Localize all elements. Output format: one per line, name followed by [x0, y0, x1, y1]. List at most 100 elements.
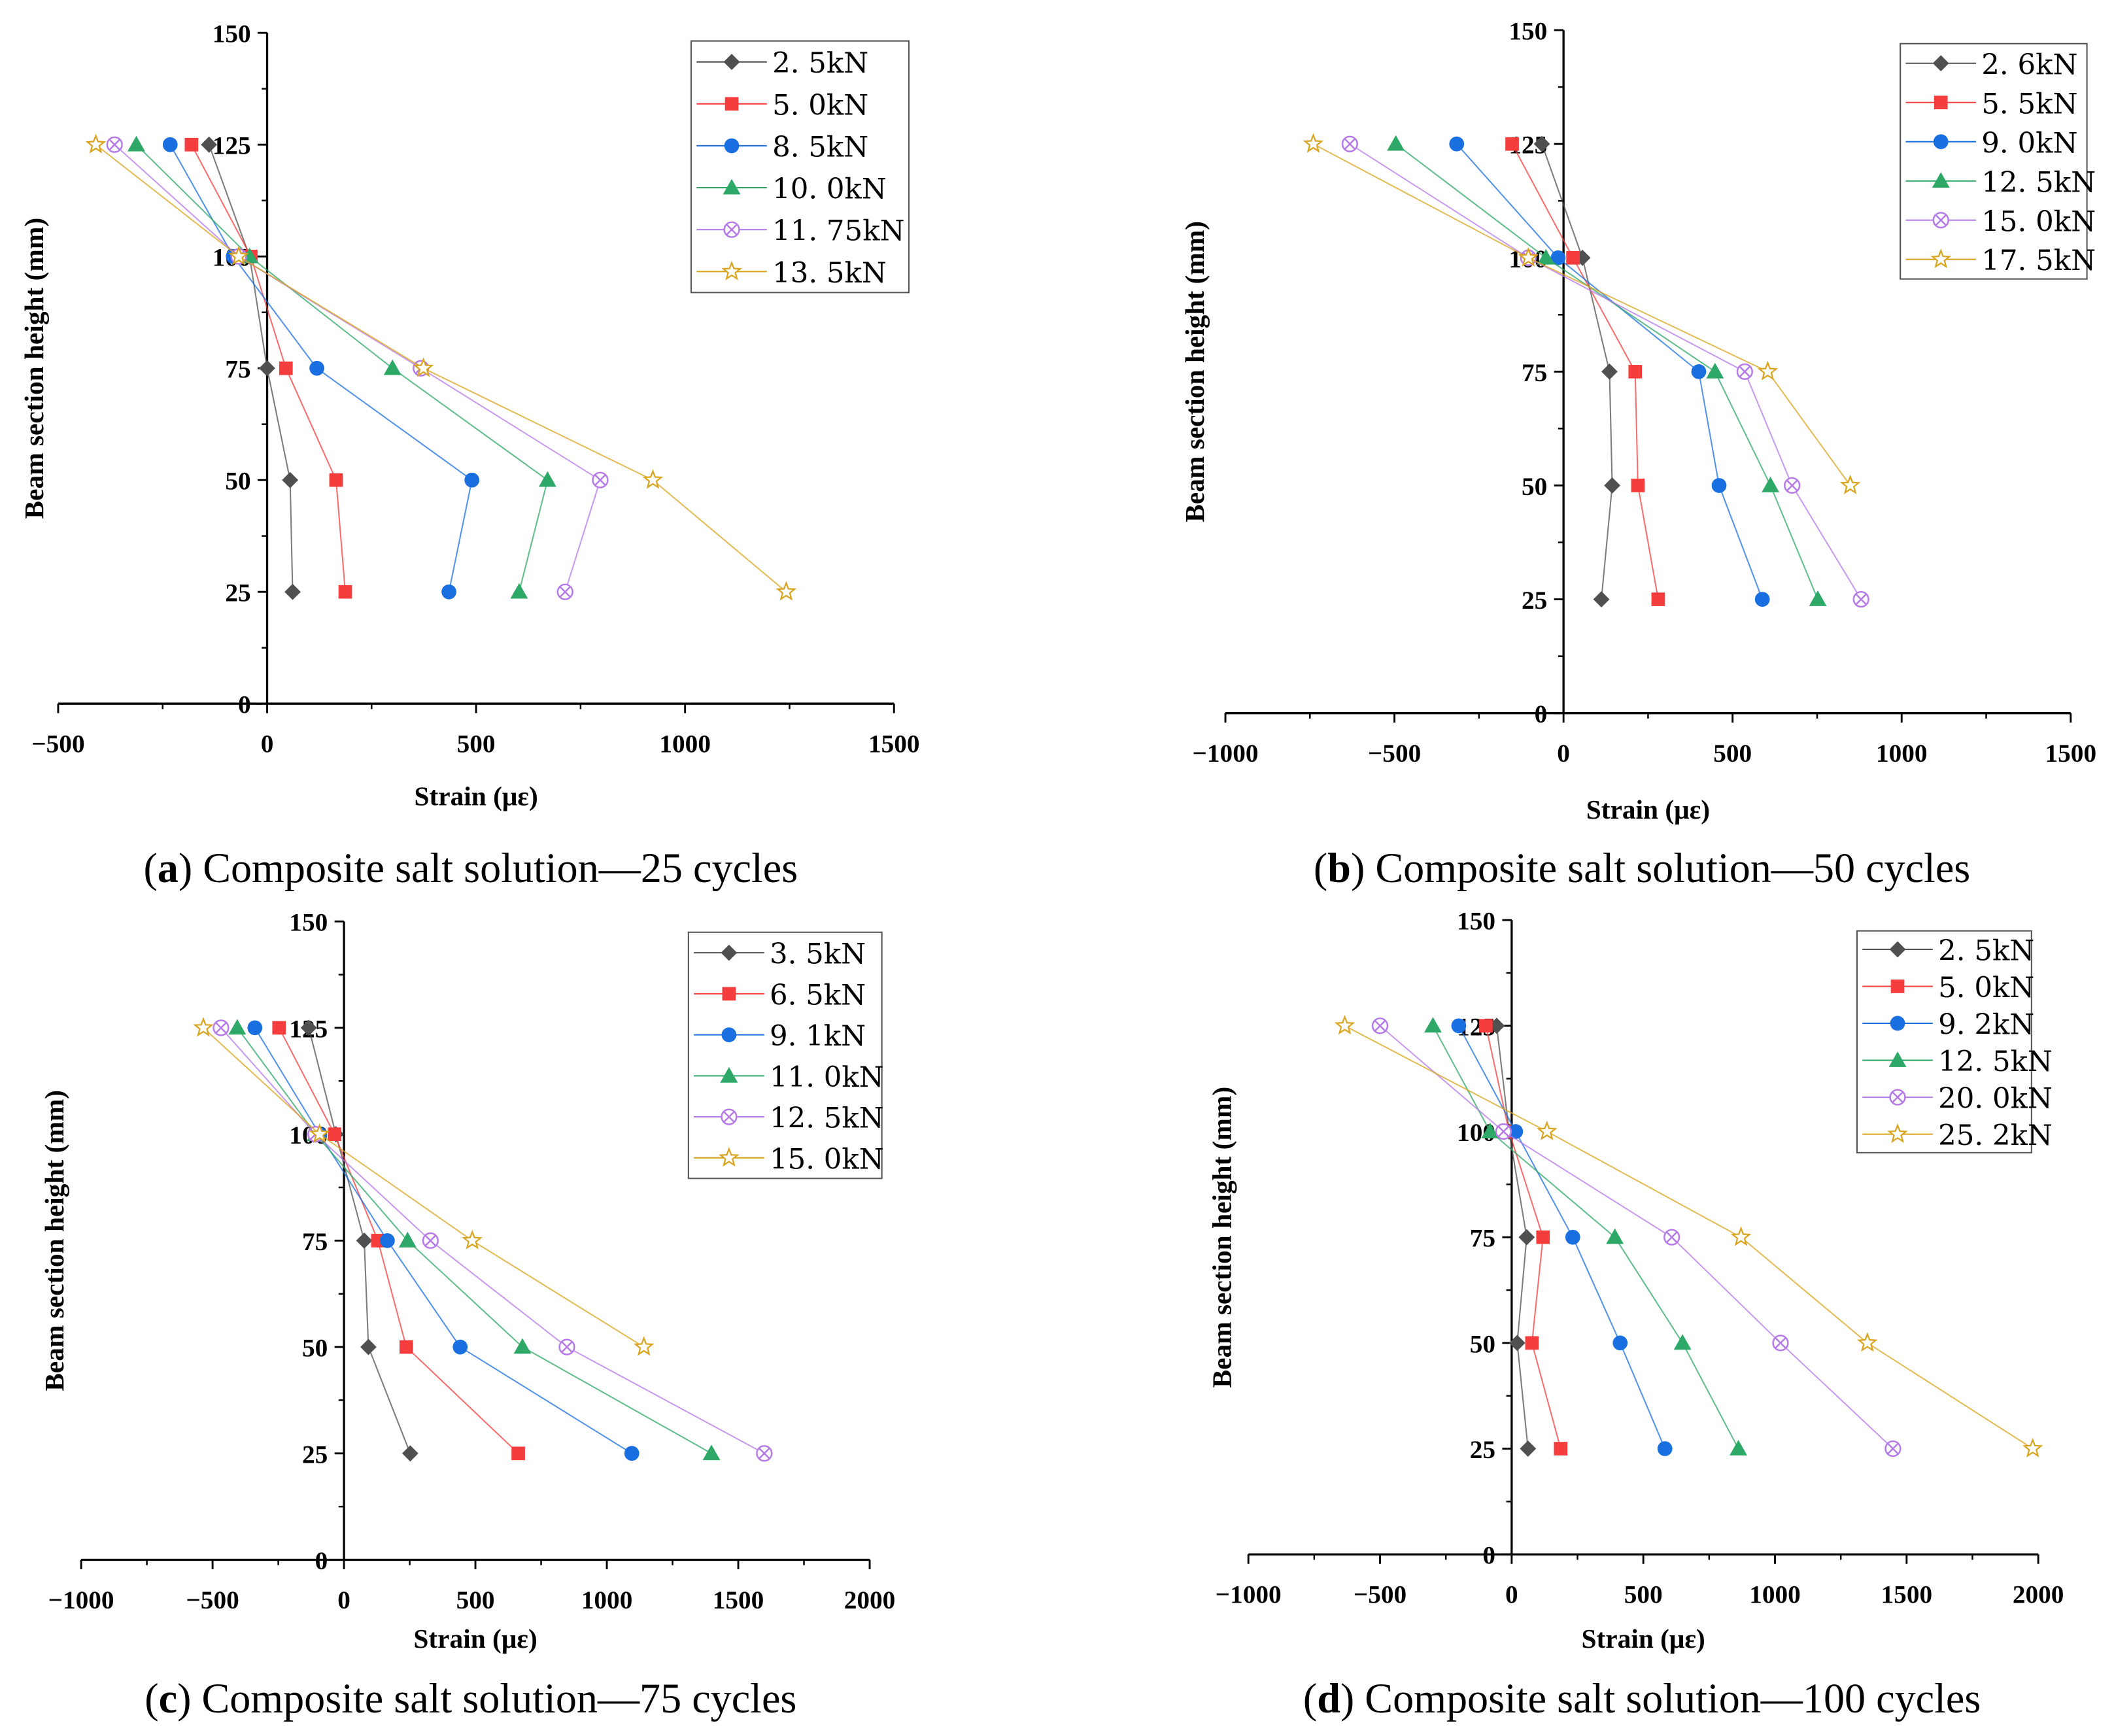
data-point [284, 583, 301, 600]
caption-paren: ) [177, 1675, 191, 1722]
data-point [776, 581, 797, 601]
y-tick-label: 75 [1522, 358, 1547, 387]
x-tick-label: 1500 [868, 730, 920, 758]
data-point [1451, 1018, 1467, 1034]
marker-x [109, 139, 121, 151]
series-5 [85, 133, 797, 601]
data-point [1651, 592, 1665, 606]
caption-paren: ( [1314, 845, 1327, 891]
y-tick-label: 0 [1482, 1541, 1495, 1570]
data-point [1525, 1336, 1539, 1350]
data-point [1387, 135, 1405, 151]
series-line [1379, 1025, 1894, 1450]
y-axis-label: Beam section height (mm) [1180, 221, 1210, 522]
series-3 [128, 135, 556, 599]
marker-x [1344, 138, 1356, 150]
legend-marker [1888, 1051, 1907, 1067]
legend-label: 2. 6kN [1981, 48, 2077, 81]
data-point [398, 1231, 417, 1248]
data-point [328, 1127, 341, 1141]
data-point [1762, 477, 1780, 492]
x-tick-label: 0 [1557, 739, 1570, 768]
data-point [383, 359, 401, 375]
data-point [1606, 1228, 1624, 1244]
data-point [441, 584, 456, 600]
series-3 [1424, 1017, 1747, 1455]
data-point [1518, 247, 1539, 267]
y-axis-label: Beam section height (mm) [1206, 1087, 1237, 1388]
data-point [106, 136, 123, 153]
data-point [309, 360, 324, 376]
data-point [1449, 136, 1465, 152]
series-5 [193, 1017, 655, 1356]
data-point [1706, 362, 1724, 379]
series-4 [213, 1019, 773, 1462]
data-point [556, 583, 573, 600]
data-point [1736, 363, 1753, 380]
data-point [1593, 591, 1610, 607]
chart-panel-a: −5000500100015000255075100125150Strain (… [19, 20, 919, 892]
legend: 2. 5kN 5. 0kN 9. 2kN 12. 5kN 20. 0kN 25. 2kN [1856, 930, 2053, 1153]
data-point [1628, 365, 1643, 379]
data-point [1518, 1229, 1535, 1246]
data-point [1730, 1226, 1752, 1246]
legend-label: 12. 5kN [770, 1102, 884, 1135]
marker-x [424, 1234, 437, 1247]
legend-box [1900, 43, 2088, 280]
series-5 [1303, 133, 1861, 494]
caption-paren: ) [1340, 1675, 1354, 1722]
legend-marker [1932, 172, 1950, 188]
data-point [642, 469, 664, 489]
chart-panel-d: −1000 −500 0 500 1000 1500 2000025507510012515… [1206, 907, 2064, 1722]
data-point [1772, 1335, 1789, 1352]
legend-marker [1930, 248, 1952, 269]
data-point [128, 135, 145, 152]
legend-label: 8. 5kN [772, 131, 868, 163]
series-line [203, 1027, 645, 1348]
caption-letter: c [159, 1675, 177, 1722]
legend-marker [723, 179, 741, 195]
x-tick-label: 0 [337, 1586, 350, 1614]
y-tick-label: 150 [213, 20, 251, 48]
x-axis-label: Strain (με) [414, 781, 537, 811]
series-1 [1479, 1019, 1568, 1455]
legend-marker [1890, 1015, 1905, 1031]
series-2 [162, 137, 480, 600]
x-tick-label: −500 [1354, 1580, 1406, 1609]
data-point [538, 471, 556, 487]
legend-marker [1932, 212, 1949, 229]
legend-marker [723, 221, 740, 238]
legend-marker [1934, 95, 1948, 110]
data-point [513, 1338, 532, 1354]
legend-label: 9. 2kN [1938, 1009, 2034, 1042]
data-point [592, 471, 609, 488]
legend-marker [723, 54, 740, 71]
x-tick-label: −1000 [1193, 739, 1259, 768]
caption-text: Composite salt solution—75 cycles [191, 1675, 796, 1722]
data-point [1631, 479, 1645, 492]
data-point [1537, 248, 1555, 265]
x-tick-label: 500 [1624, 1580, 1663, 1609]
chart-panel-b: −1000−5000500100015000255075100125150Str… [1180, 17, 2096, 892]
data-point [309, 1123, 330, 1144]
data-point [259, 360, 275, 377]
legend-label: 5. 5kN [1981, 88, 2077, 120]
data-point [1371, 1017, 1389, 1034]
legend-label: 9. 1kN [770, 1020, 866, 1053]
legend-marker [1889, 1089, 1906, 1106]
x-tick-label: 1000 [1749, 1580, 1801, 1609]
legend: 3. 5kN 6. 5kN 9. 1kN 11. 0kN 12. 5kN 15. 0kN [687, 931, 884, 1180]
data-point [1809, 590, 1827, 606]
legend-label: 2. 5kN [772, 47, 868, 80]
data-point [464, 472, 480, 488]
data-point [1537, 1120, 1558, 1140]
x-tick-label: −1000 [1216, 1580, 1282, 1609]
y-tick-label: 25 [1522, 586, 1547, 615]
legend-label: 9. 0kN [1981, 127, 2077, 160]
data-point [162, 137, 178, 152]
marker-x [1374, 1019, 1386, 1032]
data-point [1479, 1019, 1493, 1033]
legend-label: 12. 5kN [1981, 166, 2096, 199]
data-point [1550, 250, 1566, 265]
